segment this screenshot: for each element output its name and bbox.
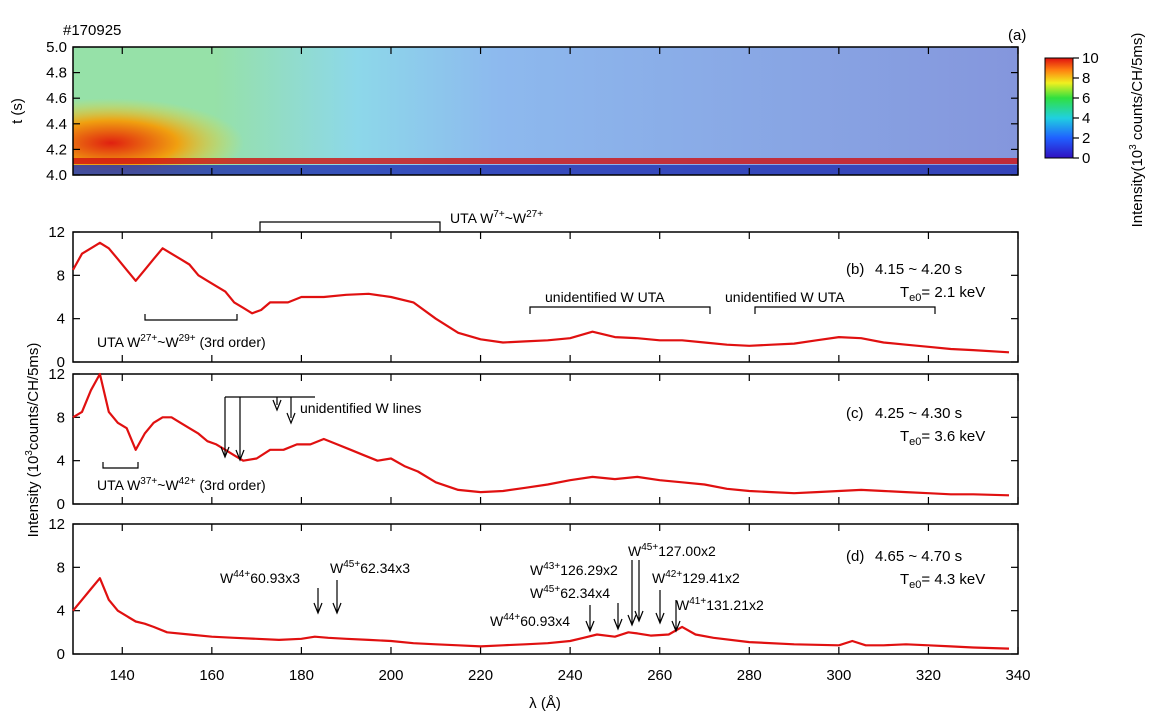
panel-a-ylabel: t (s)	[9, 98, 26, 124]
spectra-traces	[72, 241, 1010, 650]
panel-a-heatmap: 4.0 4.2 4.4 4.6 4.8 5.0 (a) t (s)	[9, 27, 1026, 184]
y-tick-label: 12	[48, 224, 65, 241]
panel-c-te: Te0= 3.6 keV	[900, 428, 985, 448]
axis-ticks: 140 160 180 200 220 240 260 280 300 320 3400481204…	[48, 47, 1031, 684]
panel-b-label: (b)	[846, 261, 864, 278]
colorbar: 0 2 4 6 8 10 Intensity(103 counts/CH/5ms)	[1044, 33, 1146, 228]
colorbar-ticks: 0 2 4 6 8 10	[1073, 50, 1099, 167]
panel-a-label: (a)	[1008, 27, 1026, 44]
a-y-tick-label: 4.4	[46, 116, 67, 133]
panel-a-yticks: 4.0 4.2 4.4 4.6 4.8 5.0	[46, 39, 1018, 184]
y-tick-label: 12	[48, 516, 65, 533]
lower-y-axis-label: Intensity (103counts/CH/5ms)	[24, 343, 42, 538]
panel-d-frame	[72, 523, 1019, 655]
y-tick-label: 12	[48, 366, 65, 383]
panel-c-te-value: = 3.6 keV	[921, 428, 985, 445]
y-tick-label: 8	[57, 559, 65, 576]
x-tick-label: 280	[737, 667, 762, 684]
x-tick-label: 320	[916, 667, 941, 684]
colorbar-tick-label: 10	[1082, 50, 1099, 67]
colorbar-label: Intensity(103 counts/CH/5ms)	[1128, 33, 1146, 228]
y-tick-label: 4	[57, 453, 65, 470]
line-w43-126-29x2: W43+126.29x2	[530, 561, 618, 578]
y-tick-label: 0	[57, 496, 65, 513]
a-y-tick-label: 4.6	[46, 90, 67, 107]
panel-b-frame	[72, 231, 1019, 363]
panel-d-time: 4.65 ~ 4.70 s	[875, 548, 962, 565]
spectrum-trace-(b)	[72, 241, 1010, 354]
unidentified-uta-2: unidentified W UTA	[725, 289, 845, 305]
panel-d-label: (d)	[846, 548, 864, 565]
panel-b-annotations: UTA W7+~W27+ UTA W27+~W29+ (3rd order) u…	[97, 209, 936, 350]
x-tick-label: 340	[1005, 667, 1030, 684]
uta-w7-w27-label: UTA W7+~W27+	[450, 209, 543, 226]
panel-c-label: (c)	[846, 405, 864, 422]
y-tick-label: 8	[57, 267, 65, 284]
uta-w27-w29-label: UTA W27+~W29+ (3rd order)	[97, 333, 266, 350]
panel-a-frame	[72, 46, 1019, 176]
colorbar-tick-label: 2	[1082, 130, 1090, 147]
spectrum-trace-(d)	[72, 577, 1010, 650]
x-tick-label: 180	[289, 667, 314, 684]
uta-w37-w42-label: UTA W37+~W42+ (3rd order)	[97, 476, 266, 493]
y-tick-label: 8	[57, 409, 65, 426]
shot-label: #170925	[63, 22, 121, 39]
panel-c-time: 4.25 ~ 4.30 s	[875, 405, 962, 422]
panel-d-te: Te0= 4.3 keV	[900, 571, 985, 591]
colorbar-tick-label: 0	[1082, 150, 1090, 167]
y-tick-label: 4	[57, 603, 65, 620]
panel-b-te-value: = 2.1 keV	[921, 284, 985, 301]
panel-c-annotations: unidentified W lines UTA W37+~W42+ (3rd …	[97, 396, 421, 493]
line-w45-62-34x4: W45+62.34x4	[530, 584, 610, 601]
colorbar-tick-label: 8	[1082, 70, 1090, 87]
x-tick-label: 140	[110, 667, 135, 684]
a-y-tick-label: 5.0	[46, 39, 67, 56]
line-w45-62-34x3: W45+62.34x3	[330, 559, 410, 576]
x-axis-label: λ (Å)	[529, 695, 561, 712]
panel-d-annotations: W44+60.93x3 W45+62.34x3 W43+126.29x2 W45…	[220, 542, 764, 633]
x-tick-label: 200	[378, 667, 403, 684]
spectrum-trace-(c)	[72, 372, 1010, 497]
y-tick-label: 4	[57, 311, 65, 328]
panel-c-frame	[72, 373, 1019, 505]
a-y-tick-label: 4.0	[46, 167, 67, 184]
unidentified-w-lines: unidentified W lines	[300, 400, 421, 416]
y-tick-label: 0	[57, 646, 65, 663]
line-w41-131-21x2: W41+131.21x2	[676, 596, 764, 613]
line-w42-129-41x2: W42+129.41x2	[652, 569, 740, 586]
a-y-tick-label: 4.2	[46, 141, 67, 158]
x-tick-label: 220	[468, 667, 493, 684]
line-w44-60-93x3: W44+60.93x3	[220, 569, 300, 586]
panel-d-te-value: = 4.3 keV	[921, 571, 985, 588]
y-tick-label: 0	[57, 354, 65, 371]
x-tick-label: 240	[558, 667, 583, 684]
panel-b-te: Te0= 2.1 keV	[900, 284, 985, 304]
x-tick-label: 300	[826, 667, 851, 684]
line-w45-127-00x2: W45+127.00x2	[628, 542, 716, 559]
colorbar-gradient	[1044, 57, 1074, 159]
panel-b-time: 4.15 ~ 4.20 s	[875, 261, 962, 278]
unidentified-uta-1: unidentified W UTA	[545, 289, 665, 305]
colorbar-tick-label: 4	[1082, 110, 1090, 127]
x-tick-label: 160	[199, 667, 224, 684]
line-w44-60-93x4: W44+60.93x4	[490, 612, 570, 629]
a-y-tick-label: 4.8	[46, 65, 67, 82]
colorbar-tick-label: 6	[1082, 90, 1090, 107]
x-tick-label: 260	[647, 667, 672, 684]
